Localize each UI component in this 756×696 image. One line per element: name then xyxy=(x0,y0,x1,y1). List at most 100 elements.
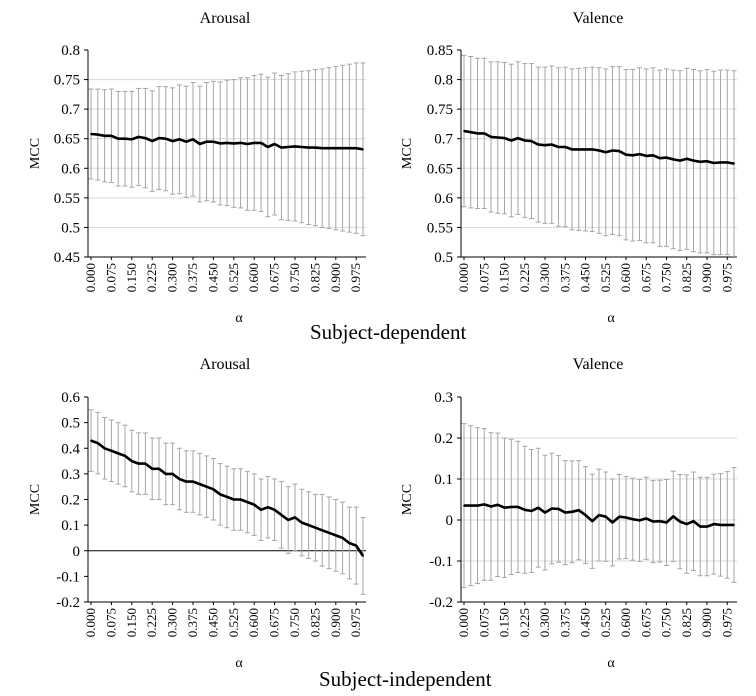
data-point xyxy=(726,161,729,164)
data-point xyxy=(550,143,553,146)
data-point xyxy=(638,519,641,522)
data-point xyxy=(537,506,540,509)
data-point xyxy=(117,452,120,455)
data-point xyxy=(151,467,154,470)
data-point xyxy=(212,488,215,491)
x-axis-label: α xyxy=(607,656,615,671)
chart-panel-subject-dependent-valence: Valence 0.85 0.8 0.75 0.7 0.65 0.6 0.55 0.50.000… xyxy=(400,10,737,326)
data-point xyxy=(341,147,344,150)
y-tick-label: 0.65 xyxy=(54,132,80,148)
data-point xyxy=(591,520,594,523)
data-point xyxy=(483,132,486,135)
data-point xyxy=(192,138,194,141)
data-point xyxy=(625,153,627,156)
x-tick-label: 0.750 xyxy=(659,608,674,637)
data-point xyxy=(164,472,167,475)
y-tick-label: 0.1 xyxy=(434,472,453,488)
y-tick-label: 0.55 xyxy=(427,220,453,236)
data-point xyxy=(665,156,668,159)
y-tick-label: 0.65 xyxy=(427,161,453,177)
x-tick-label: 0.900 xyxy=(328,263,343,292)
data-point xyxy=(679,159,681,162)
data-point xyxy=(96,133,99,136)
data-point xyxy=(550,507,553,510)
y-tick-label: 0 xyxy=(73,544,81,560)
data-point xyxy=(537,143,540,146)
x-tick-label: 0.750 xyxy=(287,608,302,637)
data-point xyxy=(205,485,208,488)
data-point xyxy=(246,143,249,145)
y-tick-label: 0.2 xyxy=(434,431,453,447)
data-point xyxy=(321,529,324,532)
data-point xyxy=(253,503,256,506)
chart-panel-subject-independent-valence: Valence 0.3 0.2 0.1 0 -0.1 -0.20.000 0.075 0.150… xyxy=(400,356,737,671)
data-point xyxy=(90,133,92,135)
data-point xyxy=(523,508,526,511)
data-point xyxy=(287,146,290,148)
x-tick-label: 0.600 xyxy=(618,608,633,637)
data-point xyxy=(253,141,256,144)
y-tick-label: 0.5 xyxy=(434,250,453,266)
data-point xyxy=(287,519,290,521)
y-tick-label: 0.5 xyxy=(61,416,80,432)
data-point xyxy=(665,521,668,524)
data-point xyxy=(314,146,317,149)
x-tick-label: 0.375 xyxy=(185,263,200,292)
data-point xyxy=(334,534,337,537)
x-tick-label: 0.375 xyxy=(557,608,572,637)
data-point xyxy=(300,521,303,524)
x-tick-label: 0.825 xyxy=(679,263,694,292)
data-point xyxy=(469,131,472,134)
data-point xyxy=(144,462,147,465)
data-point xyxy=(611,521,614,524)
data-point xyxy=(631,154,634,157)
data-point xyxy=(273,508,276,511)
data-point xyxy=(137,462,140,465)
data-point xyxy=(625,516,627,519)
data-point xyxy=(692,520,695,523)
data-point xyxy=(557,146,560,148)
data-point xyxy=(645,154,648,157)
x-tick-label: 0.600 xyxy=(246,608,261,637)
data-point xyxy=(260,508,262,511)
x-tick-label: 0.150 xyxy=(124,263,139,292)
x-tick-label: 0.450 xyxy=(578,263,593,292)
x-tick-label: 0.300 xyxy=(537,263,552,292)
data-point xyxy=(314,526,317,529)
data-point xyxy=(355,544,358,547)
x-tick-label: 0.000 xyxy=(456,608,471,637)
data-point xyxy=(212,140,215,143)
data-point xyxy=(117,137,120,140)
x-tick-label: 0.075 xyxy=(103,608,118,637)
data-point xyxy=(185,140,188,143)
data-point xyxy=(490,505,492,508)
y-tick-label: 0.75 xyxy=(54,73,80,89)
x-tick-label: 0.825 xyxy=(307,608,322,637)
data-point xyxy=(517,505,519,508)
data-point xyxy=(469,504,472,507)
y-tick-label: 0 xyxy=(446,513,454,529)
data-point xyxy=(571,148,573,151)
data-point xyxy=(598,514,600,516)
data-point xyxy=(571,510,573,513)
chart-panel-subject-dependent-arousal: Arousal 0.8 0.75 0.7 0.65 0.6 0.55 0.5 0.450.000… xyxy=(28,10,366,326)
data-point xyxy=(692,159,695,162)
data-point xyxy=(685,523,688,525)
data-point xyxy=(645,517,648,520)
y-tick-label: -0.1 xyxy=(429,554,453,570)
x-tick-label: 0.525 xyxy=(598,263,613,292)
data-point xyxy=(232,498,235,501)
x-tick-label: 0.750 xyxy=(659,263,674,292)
x-tick-label: 0.825 xyxy=(679,608,694,637)
y-tick-label: 0.5 xyxy=(61,220,80,236)
x-tick-label: 0.075 xyxy=(476,608,491,637)
data-point xyxy=(631,518,634,521)
chart-title: Valence xyxy=(573,10,624,27)
data-point xyxy=(598,149,600,152)
y-tick-label: 0.6 xyxy=(61,390,80,406)
data-point xyxy=(503,506,506,509)
y-tick-label: 0.7 xyxy=(434,132,453,148)
data-point xyxy=(103,134,106,137)
data-point xyxy=(611,149,614,152)
x-tick-label: 0.300 xyxy=(537,608,552,637)
